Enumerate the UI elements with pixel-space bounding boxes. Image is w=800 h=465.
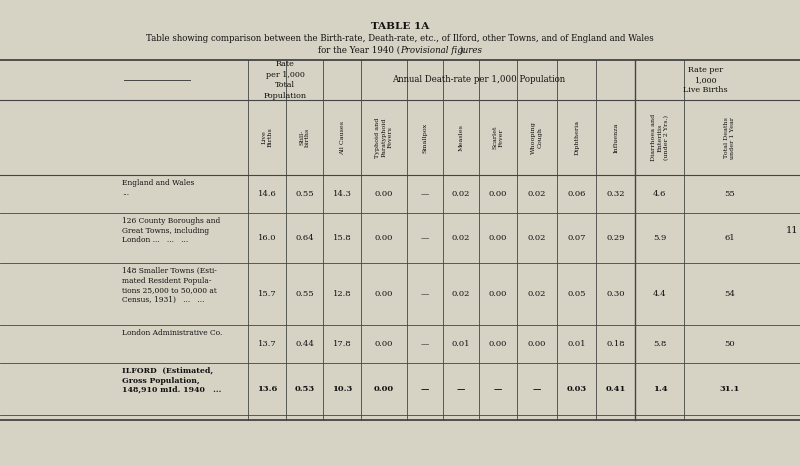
Text: 0.00: 0.00 bbox=[374, 190, 393, 198]
Text: 14.6: 14.6 bbox=[258, 190, 277, 198]
Text: 0.53: 0.53 bbox=[294, 385, 314, 393]
Text: 12.8: 12.8 bbox=[333, 290, 351, 298]
Text: 0.41: 0.41 bbox=[606, 385, 626, 393]
Text: ).: ). bbox=[459, 46, 465, 55]
Text: Rate
per 1,000
Total
Population: Rate per 1,000 Total Population bbox=[264, 60, 307, 100]
Text: 0.03: 0.03 bbox=[566, 385, 587, 393]
Text: Scarlet
Fever: Scarlet Fever bbox=[493, 126, 504, 149]
Text: London ...   ...   ...: London ... ... ... bbox=[122, 236, 188, 244]
Text: 0.02: 0.02 bbox=[528, 234, 546, 242]
Text: 0.06: 0.06 bbox=[568, 190, 586, 198]
Text: Typhoid and
Paratyphoid
Fevers: Typhoid and Paratyphoid Fevers bbox=[375, 117, 393, 158]
Text: 5.9: 5.9 bbox=[653, 234, 666, 242]
Text: 148 Smaller Towns (Esti-: 148 Smaller Towns (Esti- bbox=[122, 267, 217, 275]
Text: 0.32: 0.32 bbox=[606, 190, 625, 198]
Text: 148,910 mId. 1940   ...: 148,910 mId. 1940 ... bbox=[122, 386, 222, 394]
Text: 0.00: 0.00 bbox=[489, 340, 507, 348]
Text: mated Resident Popula-: mated Resident Popula- bbox=[122, 277, 211, 285]
Text: 0.02: 0.02 bbox=[452, 190, 470, 198]
Text: 0.02: 0.02 bbox=[528, 290, 546, 298]
Text: 0.02: 0.02 bbox=[528, 190, 546, 198]
Text: 0.07: 0.07 bbox=[567, 234, 586, 242]
Text: Diphtheria: Diphtheria bbox=[574, 120, 579, 155]
Text: 10.3: 10.3 bbox=[332, 385, 352, 393]
Text: Provisional figures: Provisional figures bbox=[400, 46, 482, 55]
Text: 0.00: 0.00 bbox=[374, 234, 393, 242]
Text: 17.8: 17.8 bbox=[333, 340, 351, 348]
Text: —: — bbox=[421, 340, 429, 348]
Text: 1.4: 1.4 bbox=[653, 385, 667, 393]
Text: 0.55: 0.55 bbox=[295, 190, 314, 198]
Text: Diarrhoea and
Enteritis
(under 2 Yrs.): Diarrhoea and Enteritis (under 2 Yrs.) bbox=[651, 114, 669, 161]
Text: 61: 61 bbox=[724, 234, 735, 242]
Text: —: — bbox=[421, 290, 429, 298]
Text: 0.29: 0.29 bbox=[606, 234, 625, 242]
Text: 0.05: 0.05 bbox=[567, 290, 586, 298]
Text: —: — bbox=[457, 385, 466, 393]
Text: 50: 50 bbox=[724, 340, 735, 348]
Text: 5.8: 5.8 bbox=[653, 340, 666, 348]
Text: 13.6: 13.6 bbox=[257, 385, 278, 393]
Text: 54: 54 bbox=[724, 290, 735, 298]
Text: London Administrative Co.: London Administrative Co. bbox=[122, 329, 222, 337]
Text: 4.6: 4.6 bbox=[653, 190, 666, 198]
Text: 0.00: 0.00 bbox=[489, 190, 507, 198]
Text: 0.44: 0.44 bbox=[295, 340, 314, 348]
Text: 0.01: 0.01 bbox=[452, 340, 470, 348]
Text: England and Wales: England and Wales bbox=[122, 179, 194, 187]
Text: 15.7: 15.7 bbox=[258, 290, 277, 298]
Text: 0.55: 0.55 bbox=[295, 290, 314, 298]
Text: 31.1: 31.1 bbox=[719, 385, 740, 393]
Text: —: — bbox=[421, 385, 429, 393]
Text: 0.18: 0.18 bbox=[606, 340, 625, 348]
Text: 0.00: 0.00 bbox=[528, 340, 546, 348]
Text: Measles: Measles bbox=[458, 124, 464, 151]
Text: Census, 1931)   ...   ...: Census, 1931) ... ... bbox=[122, 295, 205, 304]
Text: All Causes: All Causes bbox=[339, 120, 345, 154]
Text: TABLE 1A: TABLE 1A bbox=[371, 22, 429, 31]
Text: Whooping
Cough: Whooping Cough bbox=[531, 121, 542, 154]
Text: tions 25,000 to 50,000 at: tions 25,000 to 50,000 at bbox=[122, 286, 217, 294]
Text: ILFORD  (Estimated,: ILFORD (Estimated, bbox=[122, 367, 213, 375]
Text: 4.4: 4.4 bbox=[653, 290, 666, 298]
Text: 0.00: 0.00 bbox=[489, 290, 507, 298]
Text: 0.02: 0.02 bbox=[452, 290, 470, 298]
Text: 16.0: 16.0 bbox=[258, 234, 277, 242]
Text: Gross Population,: Gross Population, bbox=[122, 377, 200, 385]
Text: —: — bbox=[494, 385, 502, 393]
Text: 14.3: 14.3 bbox=[333, 190, 351, 198]
Text: Rate per
1,000
Live Births: Rate per 1,000 Live Births bbox=[683, 66, 727, 94]
Text: Live
Births: Live Births bbox=[262, 127, 273, 147]
Text: Table showing comparison between the Birth-rate, Death-rate, etc., of Ilford, ot: Table showing comparison between the Bir… bbox=[146, 34, 654, 43]
Text: 0.01: 0.01 bbox=[567, 340, 586, 348]
Text: ...: ... bbox=[122, 188, 129, 197]
Text: —: — bbox=[421, 190, 429, 198]
Text: Annual Death-rate per 1,000 Population: Annual Death-rate per 1,000 Population bbox=[393, 75, 566, 85]
Text: Still-
births: Still- births bbox=[299, 128, 310, 147]
Text: for the Year 1940 (: for the Year 1940 ( bbox=[318, 46, 400, 55]
Text: 0.00: 0.00 bbox=[489, 234, 507, 242]
Text: 0.64: 0.64 bbox=[295, 234, 314, 242]
Text: 15.8: 15.8 bbox=[333, 234, 351, 242]
Text: 11: 11 bbox=[786, 226, 798, 234]
Text: 0.00: 0.00 bbox=[374, 340, 393, 348]
Text: 55: 55 bbox=[724, 190, 735, 198]
Text: 0.30: 0.30 bbox=[606, 290, 625, 298]
Text: 126 County Boroughs and: 126 County Boroughs and bbox=[122, 217, 220, 225]
Text: Total Deaths
under 1 Year: Total Deaths under 1 Year bbox=[724, 117, 735, 159]
Text: Smallpox: Smallpox bbox=[422, 122, 427, 153]
Text: Great Towns, including: Great Towns, including bbox=[122, 226, 209, 234]
Text: —: — bbox=[421, 234, 429, 242]
Text: 0.00: 0.00 bbox=[374, 290, 393, 298]
Text: 0.00: 0.00 bbox=[374, 385, 394, 393]
Text: 0.02: 0.02 bbox=[452, 234, 470, 242]
Text: 13.7: 13.7 bbox=[258, 340, 277, 348]
Text: Influenza: Influenza bbox=[614, 122, 618, 153]
Text: —: — bbox=[533, 385, 542, 393]
